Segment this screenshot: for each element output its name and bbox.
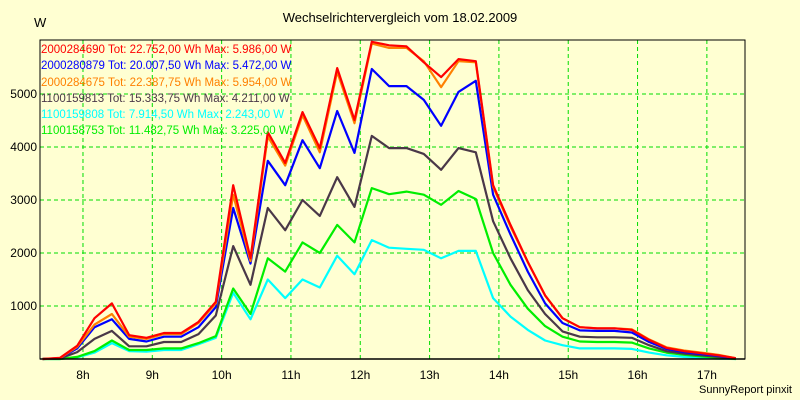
y-tick-label: 4000 <box>10 140 37 154</box>
x-tick-label: 17h <box>697 368 717 382</box>
x-tick-label: 12h <box>350 368 370 382</box>
legend-entry: 1100159808 Tot: 7.914,50 Wh Max: 2.243,0… <box>41 109 285 122</box>
series-line-2000284690 <box>42 40 736 361</box>
legend: 2000284690 Tot: 22.752,00 Wh Max: 5.986,… <box>41 42 291 140</box>
x-tick-label: 13h <box>420 368 440 382</box>
legend-entry: 2000280879 Tot: 20.007,50 Wh Max: 5.472,… <box>41 60 292 73</box>
x-tick-label: 11h <box>281 368 300 382</box>
x-tick-label: 9h <box>146 368 159 382</box>
x-tick-label: 10h <box>212 368 232 382</box>
footer-credit: SunnyReport pinxit <box>699 384 792 396</box>
series-line-1100158753 <box>42 187 736 361</box>
x-tick-label: 14h <box>489 368 509 382</box>
y-tick-label: 3000 <box>10 193 37 207</box>
series-line-2000280879 <box>42 67 736 361</box>
x-tick-label: 15h <box>558 368 578 382</box>
legend-entry: 2000284675 Tot: 22.387,75 Wh Max: 5.954,… <box>41 76 292 89</box>
legend-entry: 1100158753 Tot: 11.482,75 Wh Max: 3.225,… <box>41 125 290 138</box>
chart-title: Wechselrichtervergleich vom 18.02.2009 <box>282 10 518 25</box>
legend-entry: 1100159813 Tot: 15.333,75 Wh Max: 4.211,… <box>41 92 290 105</box>
legend-entry: 2000284690 Tot: 22.752,00 Wh Max: 5.986,… <box>41 44 292 56</box>
x-tick-label: 16h <box>628 368 648 382</box>
x-tick-label: 8h <box>76 368 89 382</box>
y-tick-label: 2000 <box>10 246 37 260</box>
series-line-1100159808 <box>42 239 736 361</box>
y-tick-label: 1000 <box>10 299 37 313</box>
series-line-1100159813 <box>42 134 736 361</box>
y-tick-label: 5000 <box>10 87 37 101</box>
y-axis-unit: W <box>34 15 47 30</box>
